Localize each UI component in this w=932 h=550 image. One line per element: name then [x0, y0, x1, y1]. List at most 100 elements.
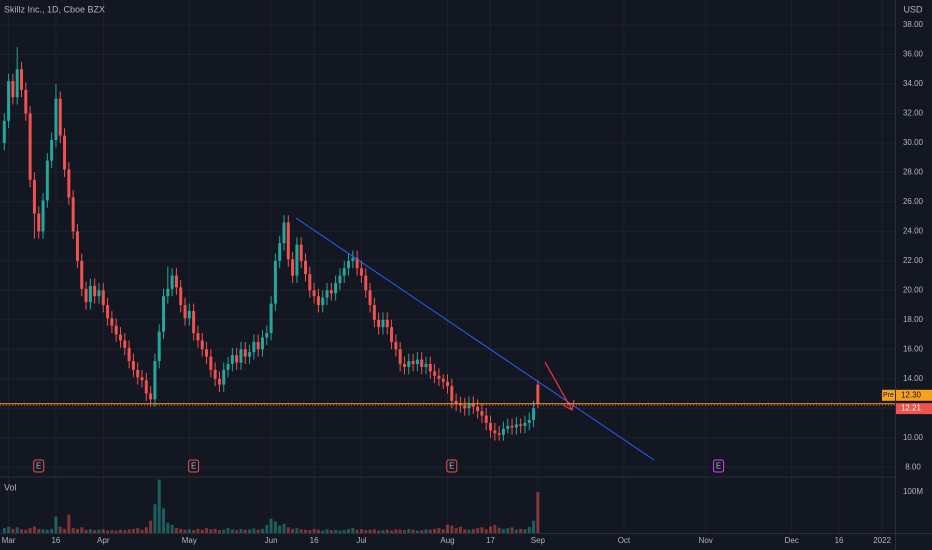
candle-body	[149, 393, 153, 400]
volume-bar	[347, 528, 351, 533]
earnings-badge	[33, 459, 45, 473]
candle-body	[523, 422, 527, 426]
volume-bar	[428, 529, 432, 533]
candle-body	[484, 415, 488, 423]
candle-body	[88, 285, 92, 303]
candle-body	[67, 169, 71, 198]
volume-bar	[514, 529, 518, 533]
volume-bar	[75, 528, 79, 533]
candle-body	[127, 347, 131, 362]
candle-body	[58, 98, 62, 136]
candle-body	[45, 160, 49, 201]
pre-price-label: 12.30	[901, 390, 922, 399]
volume-bar	[63, 528, 67, 533]
volume-bar	[342, 530, 346, 533]
candle-body	[260, 337, 264, 350]
candle-body	[454, 400, 458, 404]
volume-bar	[230, 529, 234, 533]
candle-body	[428, 364, 432, 372]
volume-bar	[256, 529, 260, 533]
x-tick-label: Mar	[2, 536, 16, 545]
y-tick-label: 18.00	[903, 315, 924, 324]
candle-body	[37, 213, 41, 232]
candle-body	[243, 349, 247, 357]
x-tick-label: 17	[486, 536, 495, 545]
candle-body	[200, 340, 204, 350]
volume-bar	[338, 530, 342, 533]
y-tick-label: 16.00	[903, 344, 924, 353]
y-tick-label: 34.00	[903, 79, 924, 88]
volume-bar	[110, 530, 114, 533]
volume-bar	[28, 528, 32, 533]
volume-bar	[136, 528, 140, 533]
y-tick-label: 38.00	[903, 20, 924, 29]
volume-bar	[433, 528, 437, 533]
volume-bar	[243, 529, 247, 533]
y-tick-label: 24.00	[903, 226, 924, 235]
candle-body	[269, 303, 273, 334]
volume-bar	[174, 528, 178, 533]
candle-body	[415, 359, 419, 364]
volume-bar	[480, 527, 484, 533]
candle-body	[50, 140, 54, 161]
volume-bar	[252, 528, 256, 533]
candle-body	[183, 305, 187, 319]
volume-bar	[239, 528, 243, 533]
y-tick-label: 26.00	[903, 197, 924, 206]
earnings-badge	[713, 459, 725, 473]
candle-body	[205, 349, 209, 357]
y-tick-label: 8.00	[905, 462, 921, 471]
candle-body	[372, 305, 376, 320]
volume-bar	[321, 530, 325, 533]
volume-bar	[420, 530, 424, 533]
x-tick-label: 2022	[873, 536, 891, 545]
candle-body	[20, 69, 24, 90]
x-tick-label: Oct	[618, 536, 631, 545]
x-tick-label: 16	[51, 536, 60, 545]
candle-body	[411, 361, 415, 364]
volume-bar	[192, 530, 196, 533]
volume-bar	[536, 491, 540, 533]
volume-bar	[80, 527, 84, 533]
candle-body	[381, 319, 385, 328]
candle-body	[342, 268, 346, 276]
x-tick-label: 16	[310, 536, 319, 545]
volume-bar	[381, 530, 385, 533]
y-tick-label: 22.00	[903, 256, 924, 265]
y-tick-label: 20.00	[903, 285, 924, 294]
volume-bar	[506, 528, 510, 533]
candle-body	[80, 260, 84, 289]
volume-bar	[402, 530, 406, 533]
candle-body	[7, 81, 11, 121]
volume-bar	[372, 529, 376, 533]
candle-body	[321, 297, 325, 306]
volume-label: Vol	[4, 482, 17, 492]
volume-bar	[291, 528, 295, 533]
candle-body	[209, 356, 213, 370]
volume-bar	[269, 518, 273, 533]
volume-bar	[84, 529, 88, 533]
volume-bar	[183, 529, 187, 533]
volume-bar	[385, 529, 389, 533]
volume-bar	[359, 529, 363, 533]
volume-bar	[355, 529, 359, 533]
volume-bar	[467, 529, 471, 533]
volume-bar	[334, 529, 338, 533]
volume-bar	[510, 527, 514, 533]
candle-body	[347, 260, 351, 269]
volume-bar	[424, 529, 428, 533]
grid-layer	[0, 0, 895, 533]
volume-bar	[140, 529, 144, 533]
candle-body	[118, 334, 122, 341]
candle-body	[493, 430, 497, 434]
volume-bar	[97, 529, 101, 533]
candle-body	[377, 319, 381, 328]
candle-body	[235, 355, 239, 363]
x-tick-label: May	[182, 536, 197, 545]
chart-title: Skillz Inc., 1D, Cboe BZX	[4, 4, 105, 14]
volume-bar	[278, 525, 282, 533]
candle-body	[123, 340, 127, 348]
candle-body	[75, 231, 79, 261]
candle-body	[295, 244, 299, 276]
candle-body	[514, 424, 518, 428]
